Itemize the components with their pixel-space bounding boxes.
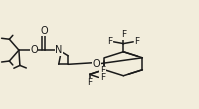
Text: F: F: [134, 37, 139, 46]
Text: N: N: [55, 45, 62, 55]
Text: F: F: [87, 78, 92, 87]
Text: F: F: [100, 66, 105, 75]
Text: O: O: [30, 45, 38, 55]
Text: F: F: [100, 73, 105, 82]
Text: O: O: [41, 26, 49, 36]
Text: F: F: [107, 37, 112, 46]
Text: F: F: [121, 30, 126, 39]
Text: O: O: [93, 59, 100, 69]
